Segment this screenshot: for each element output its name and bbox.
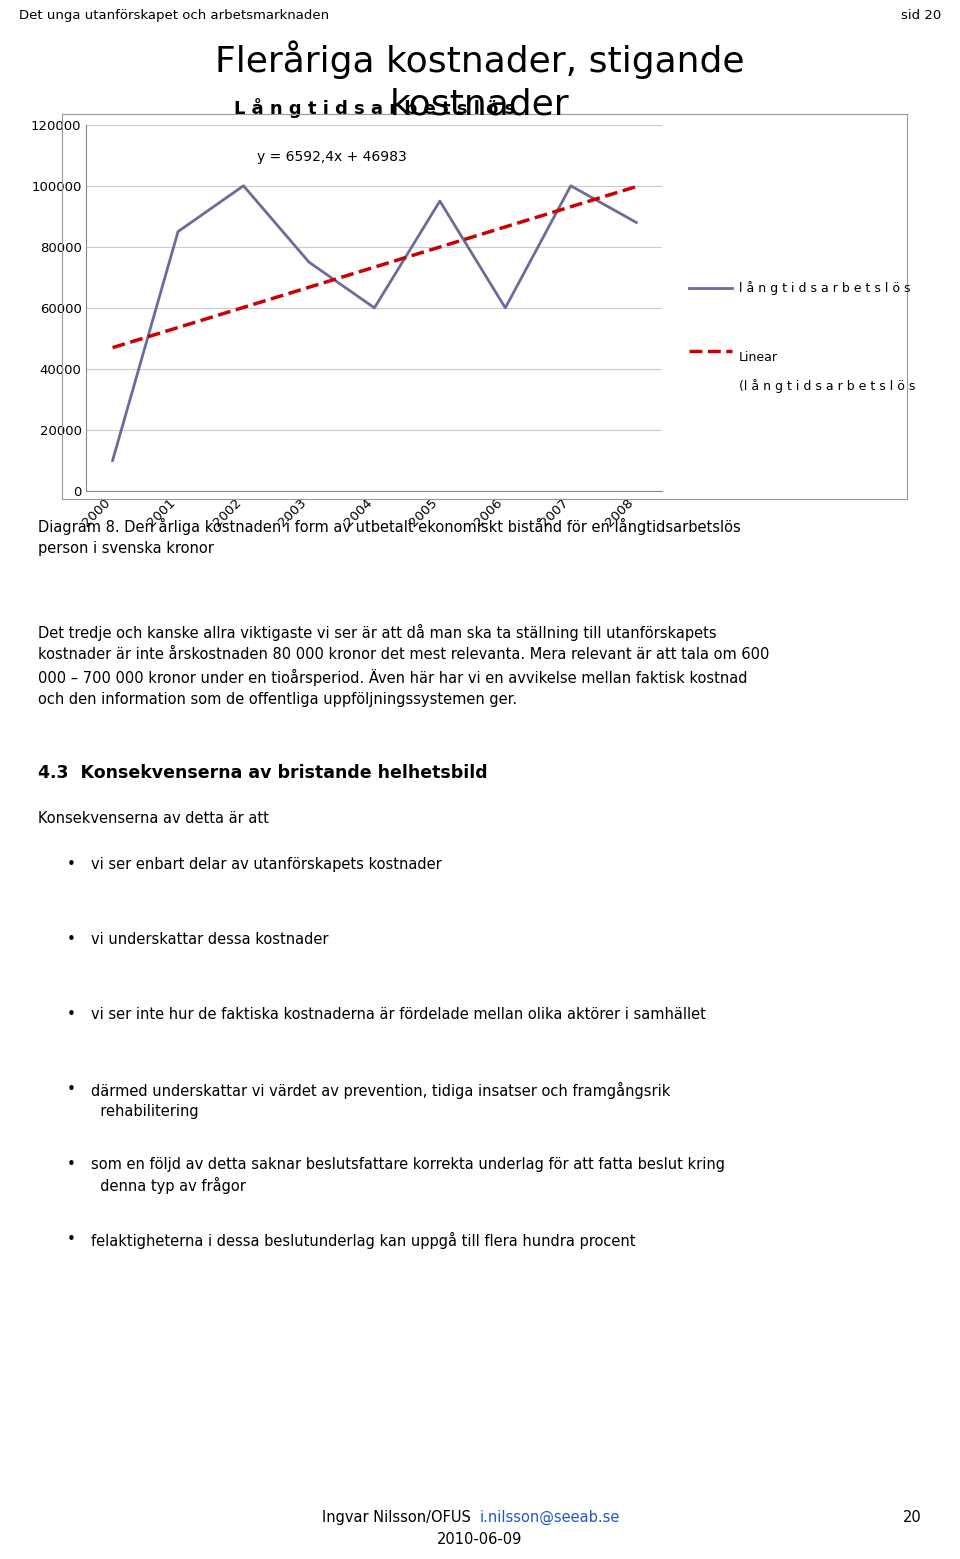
- Text: •: •: [67, 1082, 76, 1098]
- Text: Ingvar Nilsson/OFUS: Ingvar Nilsson/OFUS: [322, 1509, 480, 1525]
- Text: Fleråriga kostnader, stigande
kostnader: Fleråriga kostnader, stigande kostnader: [215, 41, 745, 122]
- Text: i.nilsson@seeab.se: i.nilsson@seeab.se: [480, 1509, 620, 1525]
- Text: Linear: Linear: [739, 351, 779, 363]
- Text: Konsekvenserna av detta är att: Konsekvenserna av detta är att: [38, 811, 269, 826]
- Text: som en följd av detta saknar beslutsfattare korrekta underlag för att fatta besl: som en följd av detta saknar beslutsfatt…: [91, 1157, 725, 1194]
- Title: L å n g t i d s a r b e t s l ö s: L å n g t i d s a r b e t s l ö s: [234, 98, 515, 117]
- Text: sid 20: sid 20: [900, 9, 941, 22]
- Text: •: •: [67, 1232, 76, 1247]
- Text: •: •: [67, 1157, 76, 1172]
- Text: y = 6592,4x + 46983: y = 6592,4x + 46983: [256, 150, 406, 164]
- Text: felaktigheterna i dessa beslutunderlag kan uppgå till flera hundra procent: felaktigheterna i dessa beslutunderlag k…: [91, 1232, 636, 1249]
- Text: 20: 20: [902, 1509, 922, 1525]
- Text: 4.3  Konsekvenserna av bristande helhetsbild: 4.3 Konsekvenserna av bristande helhetsb…: [38, 764, 488, 783]
- Text: vi underskattar dessa kostnader: vi underskattar dessa kostnader: [91, 932, 328, 948]
- Text: Det unga utanförskapet och arbetsmarknaden: Det unga utanförskapet och arbetsmarknad…: [19, 9, 329, 22]
- Text: därmed underskattar vi värdet av prevention, tidiga insatser och framgångsrik
  : därmed underskattar vi värdet av prevent…: [91, 1082, 671, 1119]
- Text: vi ser inte hur de faktiska kostnaderna är fördelade mellan olika aktörer i samh: vi ser inte hur de faktiska kostnaderna …: [91, 1007, 706, 1023]
- Text: l å n g t i d s a r b e t s l ö s: l å n g t i d s a r b e t s l ö s: [739, 282, 911, 295]
- Text: •: •: [67, 932, 76, 948]
- Text: •: •: [67, 1007, 76, 1023]
- Text: 2010-06-09: 2010-06-09: [438, 1531, 522, 1547]
- Text: Diagram 8. Den årliga kostnaden i form av utbetalt ekonomiskt bistånd för en lån: Diagram 8. Den årliga kostnaden i form a…: [38, 518, 741, 555]
- Text: Det tredje och kanske allra viktigaste vi ser är att då man ska ta ställning til: Det tredje och kanske allra viktigaste v…: [38, 624, 770, 706]
- Text: vi ser enbart delar av utanförskapets kostnader: vi ser enbart delar av utanförskapets ko…: [91, 857, 442, 873]
- Text: •: •: [67, 857, 76, 873]
- Text: (l å n g t i d s a r b e t s l ö s: (l å n g t i d s a r b e t s l ö s: [739, 379, 916, 393]
